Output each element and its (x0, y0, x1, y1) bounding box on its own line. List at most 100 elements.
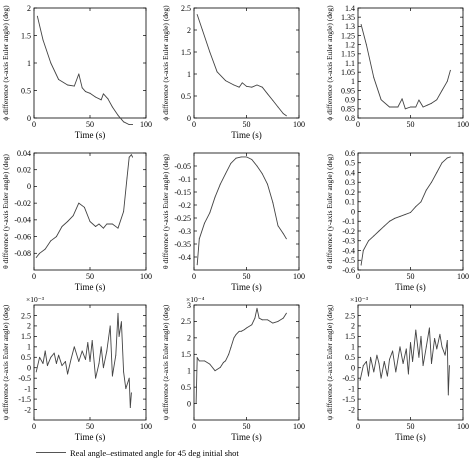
data-point (196, 264, 198, 266)
data-point (441, 346, 443, 348)
data-point (132, 156, 134, 158)
data-point (214, 370, 216, 372)
data-point (399, 346, 401, 348)
data-point (415, 329, 417, 331)
x-tick-label: 100 (293, 422, 305, 431)
data-point (95, 96, 97, 98)
x-tick-label: 100 (293, 272, 305, 281)
data-point (362, 250, 364, 251)
data-point (125, 388, 127, 390)
plot-frame (193, 304, 300, 421)
data-point (410, 212, 411, 213)
x-tick-label: 100 (457, 272, 469, 281)
data-point (195, 403, 197, 405)
y-tick-label: 0.02 (17, 166, 31, 175)
data-point (58, 79, 60, 80)
data-point (261, 319, 263, 321)
data-point (78, 73, 80, 75)
data-point (89, 92, 91, 94)
data-point (238, 330, 240, 332)
data-point (258, 317, 260, 319)
y-tick-label: 0.2 (345, 188, 355, 197)
y-tick-label: -0.06 (14, 232, 31, 241)
data-point (401, 98, 403, 100)
y-tick-label: 0 (187, 399, 191, 408)
data-point (83, 206, 85, 208)
data-point (102, 93, 104, 95)
plot-frame (357, 7, 464, 119)
data-point (115, 354, 117, 356)
y-tick-label: 0.95 (341, 86, 355, 95)
series-line (360, 24, 451, 110)
data-point (107, 98, 109, 100)
data-point (251, 324, 253, 326)
y-tick-label: 1.15 (341, 50, 355, 59)
data-point (42, 363, 44, 364)
y-tick-label: 0 (27, 182, 31, 191)
y-tick-label: -0.08 (14, 249, 31, 258)
data-point (441, 90, 443, 91)
data-point (89, 361, 91, 362)
y-axis-label: ϕ difference (x-axis Euler angle) (deg) (325, 5, 334, 121)
data-point (100, 99, 102, 101)
data-point (91, 340, 93, 341)
y-axis-label: ψ difference (z-axis Euler angle) (deg) (161, 304, 170, 420)
y-tick-label: 1 (27, 343, 31, 352)
data-point (376, 354, 378, 356)
data-point (35, 257, 37, 258)
y-tick-label: 1 (351, 77, 355, 86)
series-line (35, 154, 134, 258)
y-tick-label: -2 (348, 405, 355, 414)
data-point (426, 104, 428, 106)
data-point (256, 84, 258, 86)
data-point (392, 350, 394, 352)
data-point (267, 319, 268, 321)
y-tick-label: -0.3 (342, 237, 355, 246)
data-point (216, 71, 218, 73)
x-tick-label: 100 (140, 272, 152, 281)
data-point (404, 108, 406, 110)
y-tick-label: 0.1 (345, 198, 355, 207)
data-point (106, 350, 108, 352)
plot-frame (33, 152, 147, 271)
x-tick-label: 50 (407, 272, 415, 281)
data-point (373, 371, 375, 373)
data-point (410, 342, 411, 344)
data-point (196, 357, 198, 359)
data-point (383, 361, 385, 362)
data-point (394, 217, 396, 219)
chart-theta-2: 0 50 100 -0.4 -0.35 -0.3 -0.25 -0.2 -0.15 -0.1 -0.… (161, 152, 305, 292)
data-point (64, 361, 66, 362)
x-tick-label: 100 (457, 120, 469, 129)
data-point (53, 352, 55, 354)
chart-theta-1: 0 50 100 -0.08 -0.06 -0.04 -0.02 0 0.02 0.04 Time … (1, 149, 152, 292)
data-point (436, 172, 438, 173)
y-tick-label: 1.3 (345, 22, 355, 31)
y-tick-label: 0 (187, 114, 191, 123)
y-axis-label: ϕ difference (x-axis Euler angle) (deg) (161, 5, 170, 121)
y-tick-label: 1 (351, 343, 355, 352)
data-point (380, 377, 382, 379)
data-point (81, 87, 83, 89)
plot-frame (193, 152, 300, 271)
y-tick-label: 0.5 (181, 92, 191, 101)
data-point (81, 350, 83, 352)
data-point (55, 236, 57, 238)
data-point (230, 347, 232, 349)
y-tick-label: -1 (348, 384, 355, 393)
y-tick-label: 0.5 (181, 383, 191, 392)
x-tick-label: 0 (192, 422, 196, 431)
data-point (35, 371, 37, 373)
data-point (128, 124, 130, 126)
y-tick-label: 1.25 (341, 31, 355, 40)
y-tick-label: 1.5 (181, 350, 191, 359)
data-point (399, 215, 401, 217)
y-axis-label: ψ difference (z-axis Euler angle) (deg) (325, 304, 334, 420)
y-tick-label: 2 (187, 26, 191, 35)
y-tick-label: 1.5 (345, 332, 355, 341)
y-tick-label: -0.6 (342, 266, 355, 275)
y-tick-label: 0.6 (345, 149, 355, 158)
data-point (196, 14, 198, 16)
